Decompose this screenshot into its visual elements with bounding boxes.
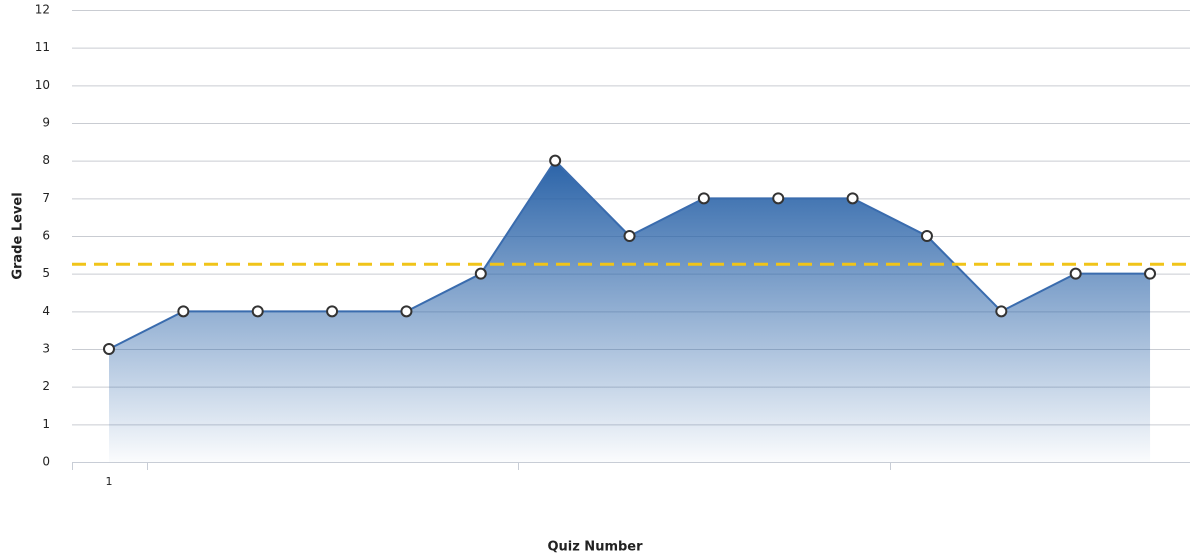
point [400, 305, 413, 318]
y-tick-label: 8 [42, 153, 50, 167]
y-tick-label: 11 [35, 40, 50, 54]
point [920, 230, 933, 242]
point [697, 192, 710, 205]
y-tick-label: 6 [42, 229, 50, 243]
point [549, 154, 562, 167]
point [623, 230, 636, 242]
area [109, 160, 1151, 462]
y-axis-title: Grade Level [11, 192, 26, 279]
point [326, 305, 339, 318]
point [103, 343, 115, 355]
point [995, 305, 1008, 318]
point [474, 267, 487, 280]
y-tick-label: 9 [42, 116, 50, 130]
x-tick-label: 1 [106, 475, 113, 488]
y-tick-label: 7 [42, 191, 50, 205]
y-tick-label: 1 [42, 417, 50, 431]
point [251, 305, 264, 318]
y-tick-label: 12 [35, 3, 50, 17]
point [846, 192, 859, 205]
y-tick-label: 4 [42, 304, 50, 318]
y-tick-label: 3 [42, 342, 50, 356]
point [1069, 267, 1082, 280]
point [772, 192, 785, 205]
y-tick-label: 2 [42, 379, 50, 393]
y-tick-label: 10 [35, 78, 50, 92]
point [1144, 267, 1157, 280]
point [177, 305, 190, 318]
y-tick-label: 0 [42, 455, 50, 469]
x-axis-title: Quiz Number [547, 540, 643, 555]
x-axis [72, 462, 1190, 470]
y-tick-label: 5 [42, 266, 50, 280]
